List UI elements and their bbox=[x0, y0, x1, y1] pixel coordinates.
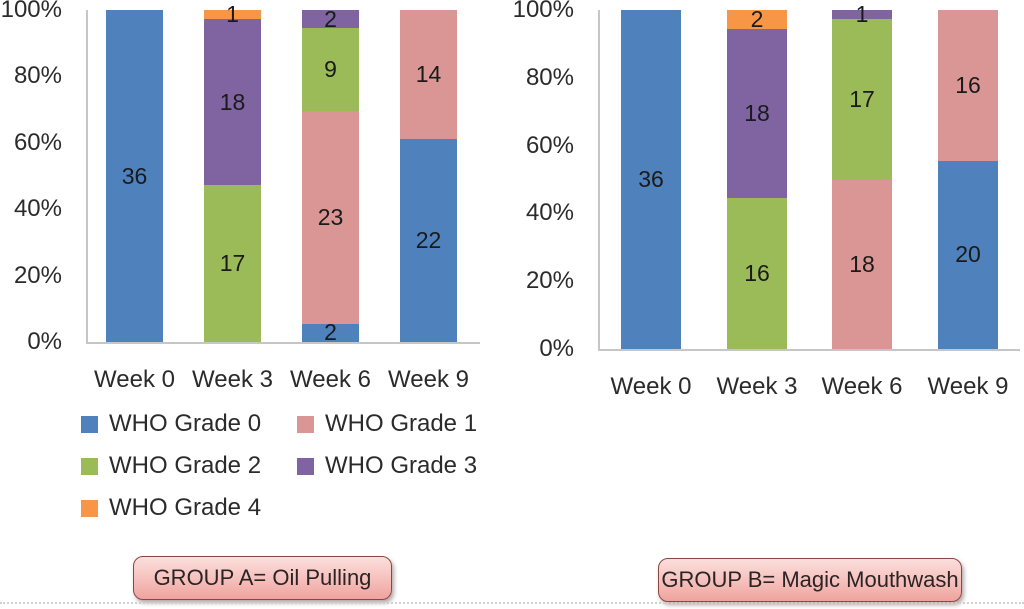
bar-segment: 9 bbox=[302, 28, 359, 112]
y-axis-tick-label: 80% bbox=[525, 63, 574, 91]
bar-value-label: 20 bbox=[955, 241, 981, 268]
bar-value-label: 23 bbox=[317, 204, 344, 230]
x-axis-line bbox=[598, 349, 1020, 351]
chart-group-b: 100% 80% 60% 40% 20% 0% 36 16 18 2 18 17 1 20 16 Week 0… bbox=[512, 0, 1024, 400]
bar-value-label: 36 bbox=[121, 162, 148, 189]
bar-value-label: 36 bbox=[638, 166, 664, 192]
bar-segment: 18 bbox=[727, 28, 787, 199]
bar-segment: 2 bbox=[302, 319, 359, 346]
bar-segment: 17 bbox=[204, 185, 261, 342]
y-axis-line bbox=[598, 10, 600, 351]
bar-segment: 16 bbox=[727, 198, 787, 349]
bar-value-label: 14 bbox=[415, 61, 442, 88]
y-axis-tick-label: 20% bbox=[525, 267, 574, 295]
legend-item: WHO Grade 2 bbox=[81, 454, 297, 478]
y-axis-tick-label: 0% bbox=[27, 328, 62, 355]
x-axis-category-label: Week 0 bbox=[610, 373, 692, 400]
y-axis-tick-label: 0% bbox=[539, 335, 574, 362]
x-axis-category-label: Week 6 bbox=[821, 373, 903, 400]
bar-value-label: 17 bbox=[219, 250, 246, 277]
y-axis-tick-label: 60% bbox=[13, 128, 62, 156]
bar-segment: 18 bbox=[204, 19, 261, 186]
bar-value-label: 18 bbox=[219, 88, 246, 115]
stacked-bar-week-3: 16 18 2 bbox=[727, 5, 787, 349]
stacked-bar-week-9: 22 14 bbox=[400, 10, 457, 342]
legend-item: WHO Grade 0 bbox=[81, 412, 297, 436]
legend: WHO Grade 0 WHO Grade 1 WHO Grade 2 WHO Gra… bbox=[81, 412, 477, 520]
stacked-bar-week-9: 20 16 bbox=[938, 10, 998, 349]
bar-segment: 36 bbox=[106, 10, 163, 342]
bar-value-label: 18 bbox=[849, 250, 875, 277]
x-axis-category-label: Week 0 bbox=[94, 366, 175, 393]
bar-segment: 20 bbox=[938, 160, 998, 349]
legend-item: WHO Grade 1 bbox=[297, 412, 477, 436]
page-bottom-divider bbox=[0, 602, 1024, 604]
legend-label: WHO Grade 2 bbox=[109, 452, 262, 479]
chart-group-a: 100% 80% 60% 40% 20% 0% 36 17 18 1 2 23 9 2 22 14 Week 0… bbox=[0, 0, 500, 400]
bar-segment: 1 bbox=[204, 3, 261, 26]
legend-swatch-icon bbox=[81, 457, 98, 475]
bar-segment: 23 bbox=[302, 111, 359, 324]
stacked-bar-week-6: 2 23 9 2 bbox=[302, 5, 359, 346]
legend-swatch-icon bbox=[297, 415, 314, 433]
plot-area: 36 16 18 2 18 17 1 20 16 bbox=[598, 3, 1020, 349]
bar-value-label: 16 bbox=[744, 260, 770, 287]
legend-label: WHO Grade 3 bbox=[325, 452, 478, 479]
x-axis-line bbox=[86, 342, 480, 344]
y-axis-tick-label: 100% bbox=[0, 0, 62, 23]
bar-value-label: 22 bbox=[415, 227, 442, 254]
x-axis-category-label: Week 6 bbox=[290, 366, 371, 393]
legend-item: WHO Grade 4 bbox=[81, 496, 297, 520]
bar-segment: 2 bbox=[302, 5, 359, 32]
legend-label: WHO Grade 1 bbox=[325, 410, 478, 437]
bar-value-label: 17 bbox=[849, 85, 875, 112]
y-axis-tick-label: 60% bbox=[525, 131, 574, 159]
legend-label: WHO Grade 0 bbox=[109, 410, 262, 437]
bar-segment: 1 bbox=[832, 3, 892, 26]
x-axis-category-label: Week 3 bbox=[716, 373, 798, 400]
x-axis-category-label: Week 9 bbox=[927, 373, 1009, 400]
bar-segment: 22 bbox=[400, 139, 457, 342]
bar-value-label: 9 bbox=[324, 56, 337, 83]
legend-item: WHO Grade 3 bbox=[297, 454, 477, 478]
stacked-bar-week-6: 18 17 1 bbox=[832, 3, 892, 349]
legend-swatch-icon bbox=[81, 499, 98, 517]
group-b-caption-text: GROUP B= Magic Mouthwash bbox=[661, 567, 959, 592]
y-axis-tick-label: 80% bbox=[13, 62, 62, 90]
stacked-bar-week-0: 36 bbox=[621, 10, 681, 349]
x-axis-category-label: Week 9 bbox=[388, 366, 469, 393]
bar-segment: 18 bbox=[832, 179, 892, 349]
y-axis-tick-label: 20% bbox=[13, 261, 62, 289]
bar-value-label: 16 bbox=[955, 71, 981, 98]
y-axis-tick-label: 40% bbox=[13, 195, 62, 223]
group-a-caption-text: GROUP A= Oil Pulling bbox=[153, 565, 372, 590]
legend-swatch-icon bbox=[297, 457, 314, 475]
legend-swatch-icon bbox=[81, 415, 98, 433]
bar-segment: 14 bbox=[400, 10, 457, 140]
y-axis-tick-label: 100% bbox=[512, 0, 574, 23]
bar-value-label: 2 bbox=[324, 5, 337, 32]
x-axis-category-label: Week 3 bbox=[192, 366, 273, 393]
bar-segment: 2 bbox=[727, 5, 787, 32]
y-axis-line bbox=[86, 10, 88, 344]
bar-value-label: 2 bbox=[324, 319, 337, 346]
bar-segment: 16 bbox=[938, 10, 998, 161]
plot-area: 36 17 18 1 2 23 9 2 22 14 bbox=[86, 3, 480, 346]
group-b-caption: GROUP B= Magic Mouthwash bbox=[658, 558, 962, 602]
bar-value-label: 1 bbox=[226, 1, 239, 28]
bar-segment: 17 bbox=[832, 19, 892, 180]
legend-label: WHO Grade 4 bbox=[109, 494, 262, 521]
bar-value-label: 1 bbox=[855, 1, 869, 28]
bar-value-label: 2 bbox=[750, 5, 764, 32]
group-a-caption: GROUP A= Oil Pulling bbox=[133, 556, 392, 600]
stacked-bar-week-0: 36 bbox=[106, 10, 163, 342]
bar-value-label: 18 bbox=[744, 100, 770, 127]
y-axis-tick-label: 40% bbox=[525, 199, 574, 227]
bar-segment: 36 bbox=[621, 10, 681, 349]
stacked-bar-week-3: 17 18 1 bbox=[204, 3, 261, 342]
